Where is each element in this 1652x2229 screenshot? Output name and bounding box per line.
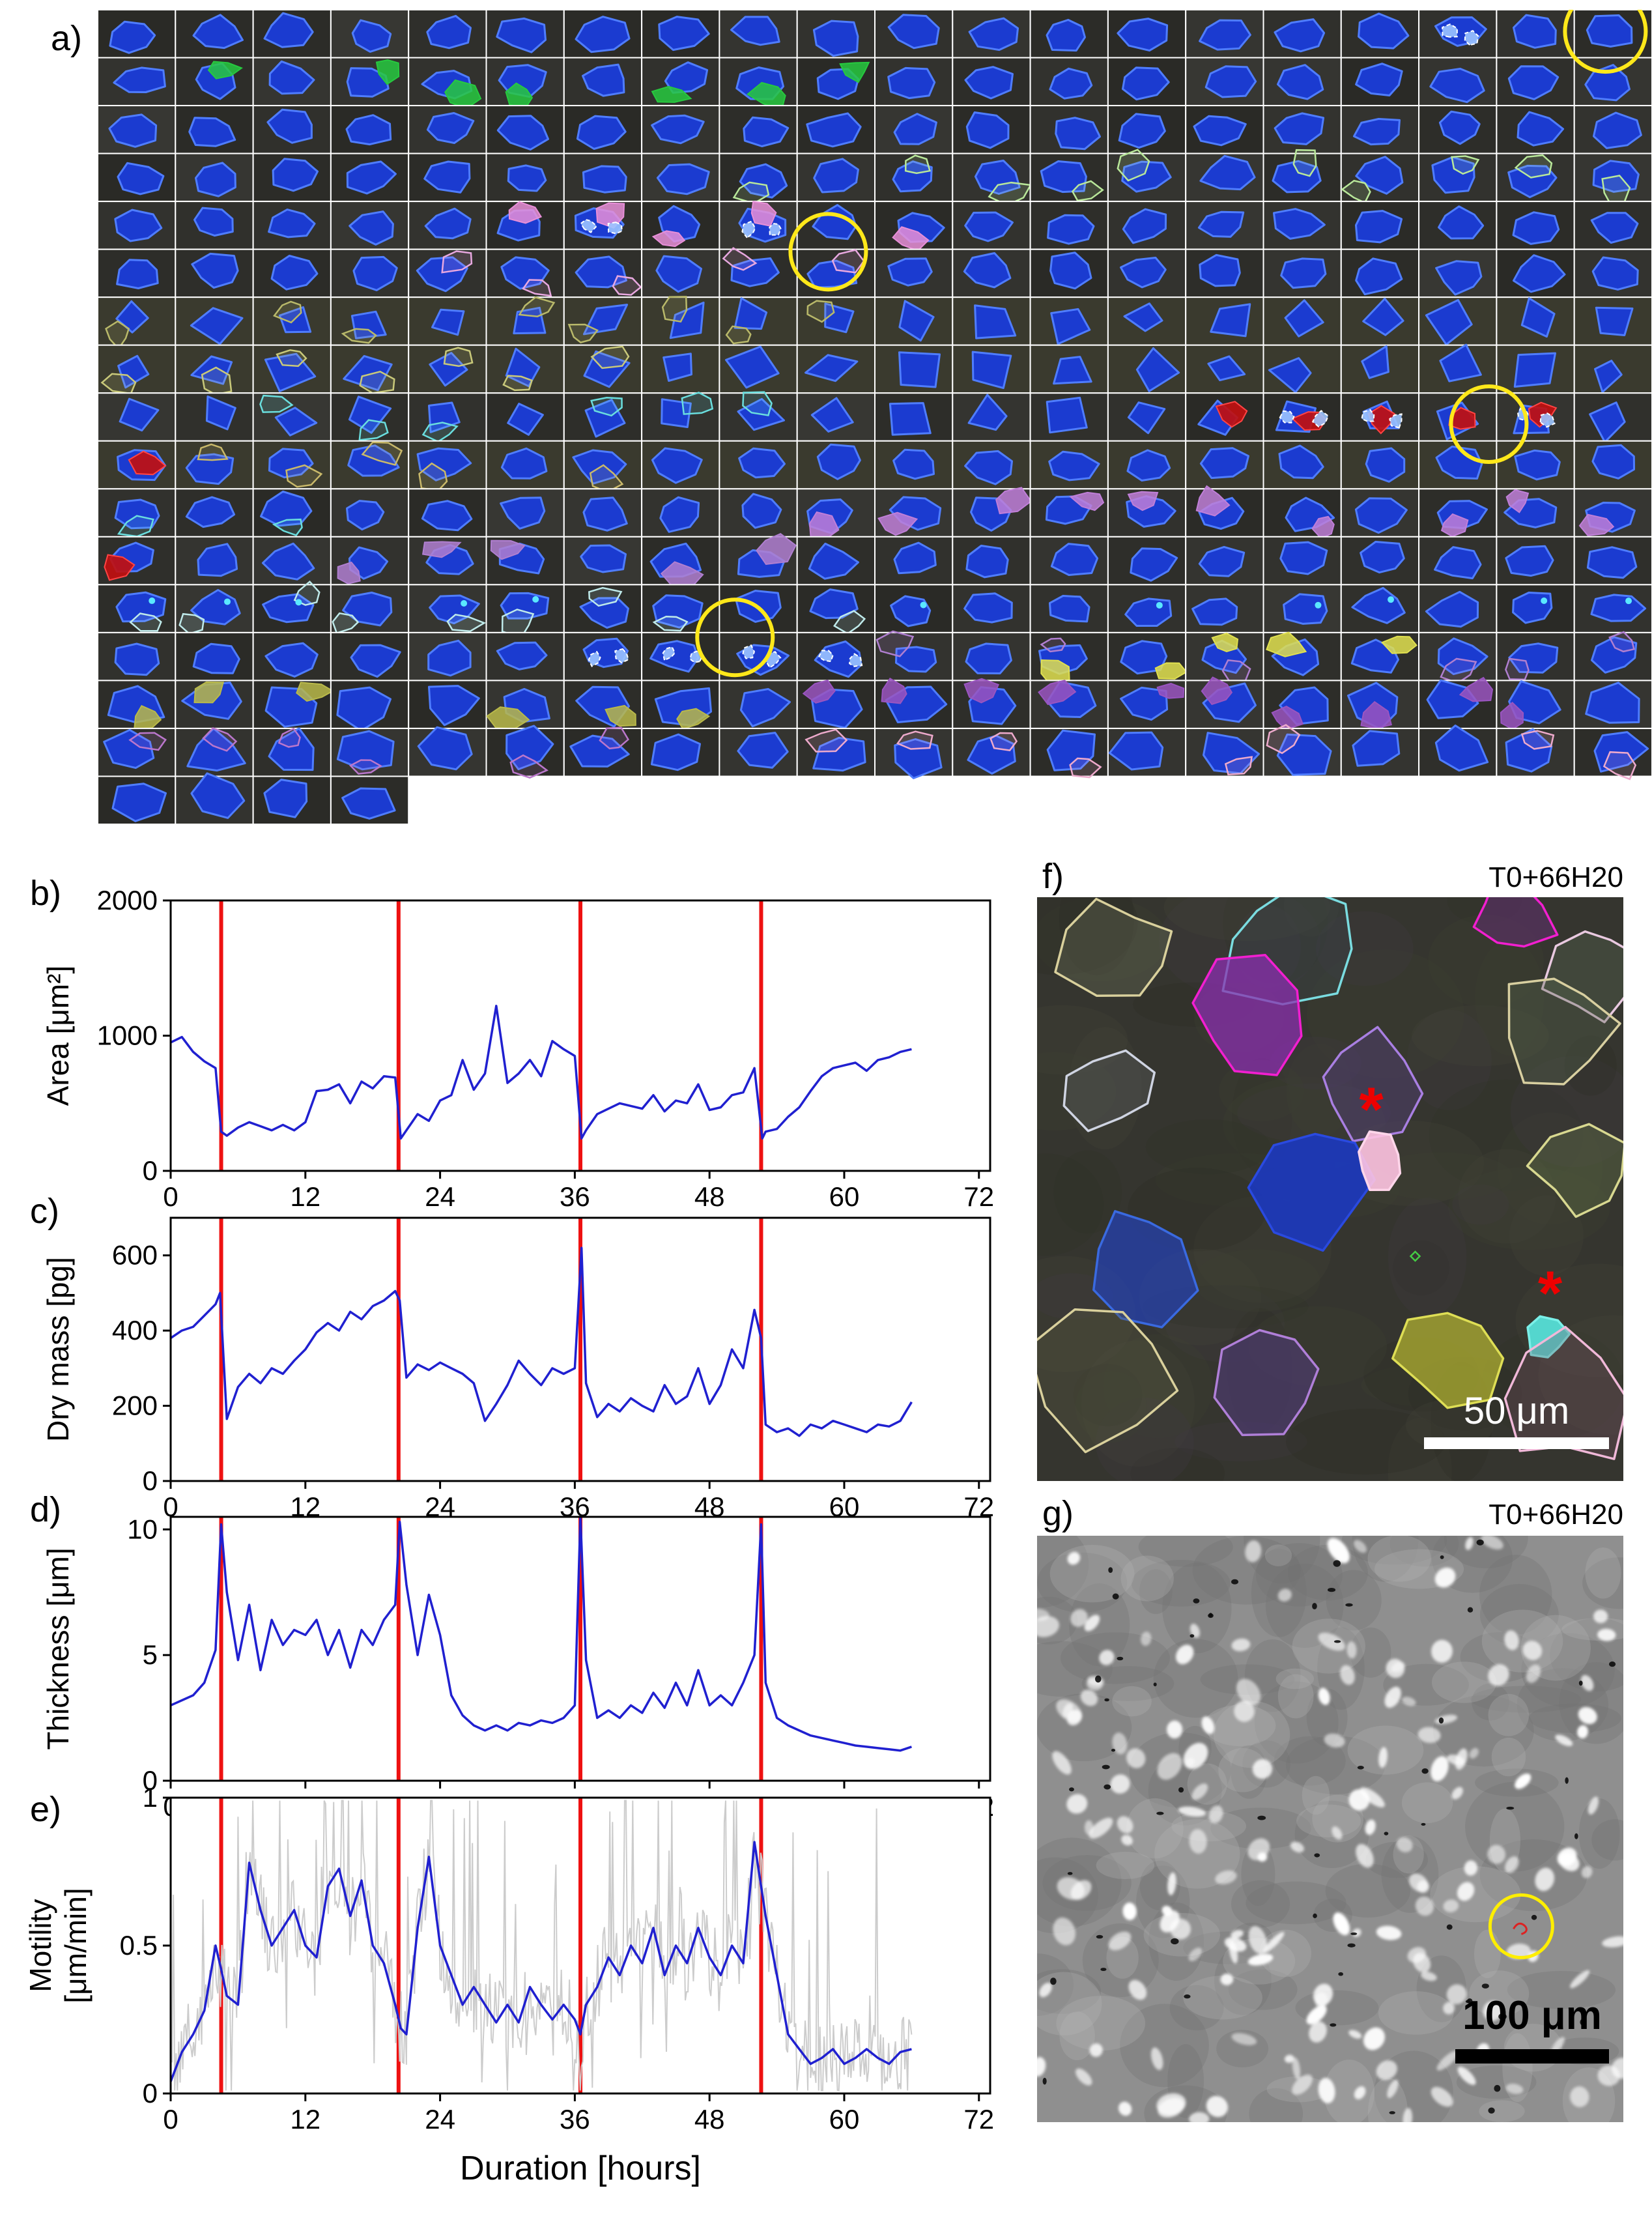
svg-text:24: 24 xyxy=(425,2104,455,2135)
svg-text:*: * xyxy=(1538,1259,1563,1329)
svg-text:72: 72 xyxy=(963,1181,994,1212)
svg-text:12: 12 xyxy=(290,1181,320,1212)
svg-text:600: 600 xyxy=(112,1240,158,1271)
panel-c-label: c) xyxy=(30,1192,59,1231)
svg-text:24: 24 xyxy=(425,1181,455,1212)
panel-a-label: a) xyxy=(51,19,83,58)
svg-text:1000: 1000 xyxy=(97,1020,158,1051)
svg-text:36: 36 xyxy=(560,1181,590,1212)
svg-text:48: 48 xyxy=(694,1181,725,1212)
svg-text:0: 0 xyxy=(143,2078,158,2108)
panel-g-image xyxy=(1037,1536,1623,2122)
svg-text:Thickness [μm]: Thickness [μm] xyxy=(41,1547,75,1749)
panel-g-scalebar xyxy=(1455,2049,1609,2064)
panel-g-timestamp: T0+66H20 xyxy=(1488,1499,1623,1531)
panel-f-label: f) xyxy=(1042,857,1064,896)
svg-text:0: 0 xyxy=(163,1181,178,1212)
svg-text:Motility: Motility xyxy=(23,1899,57,1992)
panel-g-label: g) xyxy=(1042,1494,1074,1533)
panel-g-scalebar-text: 100 μm xyxy=(1462,1993,1602,2038)
svg-text:0.5: 0.5 xyxy=(120,1930,158,1961)
svg-text:0: 0 xyxy=(163,2104,178,2135)
chart-motility: 0 0.5 1 0 12 24 36 48 60 72 Motility [μm/min] xyxy=(23,1785,994,2135)
svg-text:Area [μm²]: Area [μm²] xyxy=(41,966,75,1106)
panel-e-label: e) xyxy=(30,1790,62,1829)
panel-f-scalebar xyxy=(1424,1437,1609,1449)
svg-text:60: 60 xyxy=(829,1181,860,1212)
svg-text:10: 10 xyxy=(127,1514,158,1544)
svg-text:Dry mass [pg]: Dry mass [pg] xyxy=(41,1257,75,1442)
panel-b-label: b) xyxy=(30,874,62,913)
montage-grid xyxy=(98,10,1652,824)
svg-text:0: 0 xyxy=(143,1465,158,1496)
svg-text:2000: 2000 xyxy=(97,886,158,915)
svg-text:5: 5 xyxy=(143,1639,158,1670)
svg-text:[μm/min]: [μm/min] xyxy=(59,1888,93,2003)
svg-text:36: 36 xyxy=(560,2104,590,2135)
svg-text:0: 0 xyxy=(143,1765,158,1796)
x-axis-title: Duration [hours] xyxy=(460,2150,701,2187)
svg-text:400: 400 xyxy=(112,1315,158,1345)
panel-f-timestamp: T0+66H20 xyxy=(1488,861,1623,893)
svg-text:0: 0 xyxy=(163,1491,178,1522)
svg-text:*: * xyxy=(1359,1074,1384,1144)
panel-f-scalebar-text: 50 μm xyxy=(1463,1390,1570,1432)
svg-text:72: 72 xyxy=(963,2104,994,2135)
svg-text:200: 200 xyxy=(112,1390,158,1421)
svg-text:0: 0 xyxy=(143,1155,158,1186)
chart-area: 0 1000 2000 0 12 24 36 48 60 72 Area [μm²] xyxy=(41,886,994,1212)
panel-f-image: ** xyxy=(1037,897,1623,1481)
svg-text:60: 60 xyxy=(829,2104,860,2135)
panel-d-label: d) xyxy=(30,1490,62,1529)
chart-thickness: 05100122436486072Thickness [μm] xyxy=(41,1514,994,1822)
svg-text:1: 1 xyxy=(143,1785,158,1813)
svg-text:12: 12 xyxy=(290,2104,320,2135)
svg-text:48: 48 xyxy=(694,2104,725,2135)
